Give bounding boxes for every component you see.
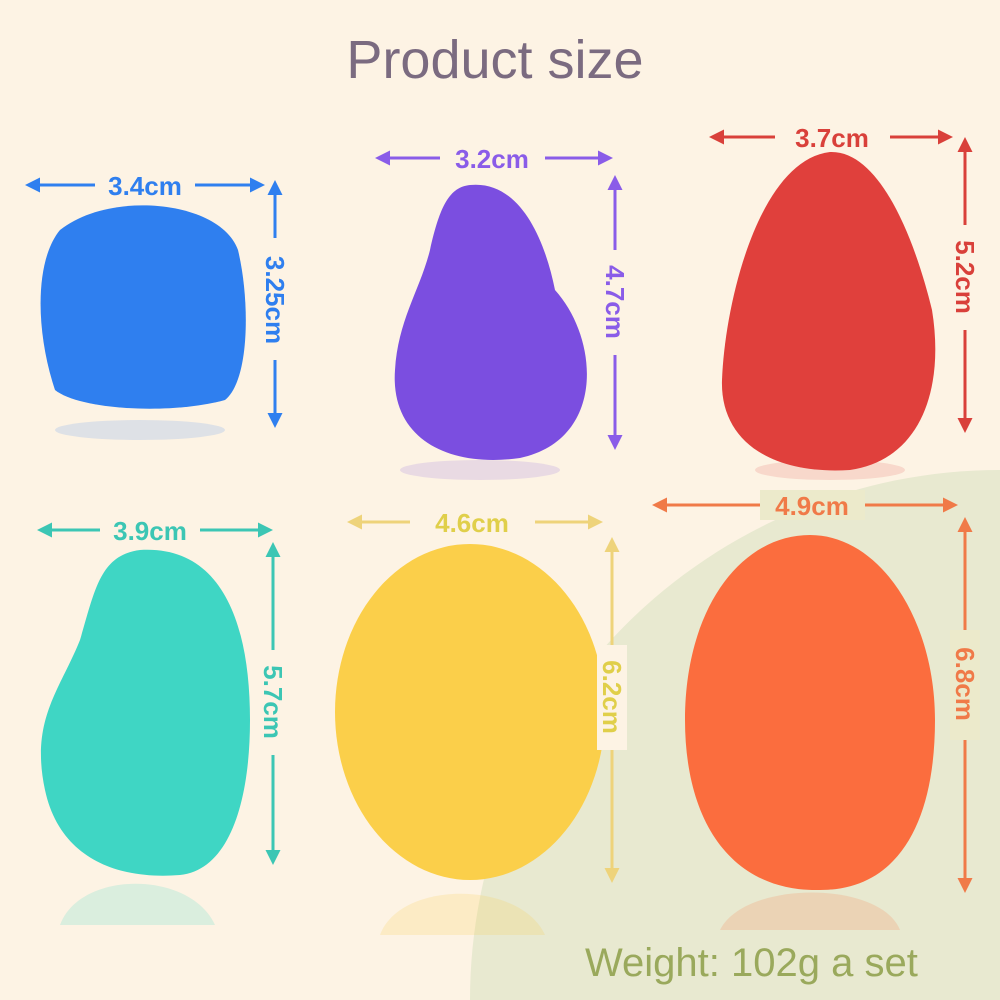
red-width-label: 3.7cm	[795, 123, 869, 153]
yellow-height-label: 6.2cm	[597, 660, 627, 734]
purple-height-label: 4.7cm	[600, 265, 630, 339]
product-blue: 3.4cm 3.25cm	[25, 170, 290, 440]
yellow-pad	[335, 544, 605, 880]
blue-width-label: 3.4cm	[108, 171, 182, 201]
orange-pad	[685, 535, 935, 891]
product-teal: 3.9cm 5.7cm	[37, 515, 288, 925]
red-height-label: 5.2cm	[950, 240, 980, 314]
teal-pad	[40, 549, 250, 876]
product-orange: 4.9cm 6.8cm	[652, 490, 980, 930]
weight-label: Weight: 102g a set	[585, 941, 918, 985]
product-yellow: 4.6cm 6.2cm	[335, 507, 627, 935]
product-red: 3.7cm 5.2cm	[709, 122, 980, 480]
red-pad	[721, 151, 936, 471]
page-title: Product size	[346, 30, 643, 90]
orange-height-label: 6.8cm	[950, 647, 980, 721]
teal-height-label: 5.7cm	[258, 665, 288, 739]
yellow-width-label: 4.6cm	[435, 508, 509, 538]
blue-height-label: 3.25cm	[260, 256, 290, 344]
teal-width-label: 3.9cm	[113, 516, 187, 546]
blue-pad	[40, 205, 246, 409]
orange-width-label: 4.9cm	[775, 491, 849, 521]
purple-pad	[394, 184, 587, 460]
product-purple: 3.2cm 4.7cm	[375, 143, 630, 480]
purple-width-label: 3.2cm	[455, 144, 529, 174]
